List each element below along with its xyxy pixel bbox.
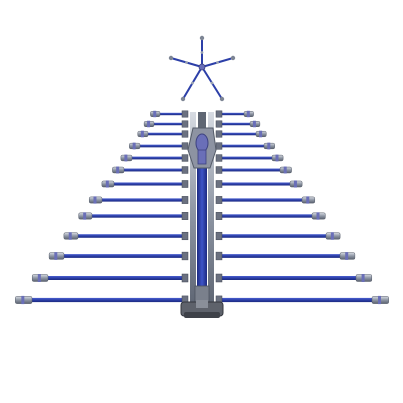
wand-branch: [215, 273, 373, 283]
wand-branch: [88, 196, 189, 204]
wand-branch: [215, 130, 267, 138]
wand-branch: [150, 110, 189, 118]
wand-branch: [215, 180, 303, 188]
wand-branch: [215, 166, 292, 174]
wand-branch: [215, 212, 326, 220]
wand-branch: [129, 142, 189, 150]
star-arm: [199, 35, 205, 67]
wand-branch: [101, 180, 189, 188]
left-branches: [15, 110, 189, 305]
top-connector: [198, 112, 206, 128]
star-topper: [168, 35, 236, 102]
star-arm: [180, 66, 203, 102]
wand-branch: [48, 251, 189, 261]
wand-branch: [215, 110, 254, 118]
wand-branch: [215, 231, 341, 241]
star-center: [198, 63, 206, 71]
wand-branch: [215, 154, 284, 162]
wand-branch: [215, 251, 356, 261]
wand-branch: [215, 142, 275, 150]
wand-branch: [120, 154, 189, 162]
right-rail: [208, 112, 214, 312]
right-branches: [215, 110, 389, 305]
wand-branch: [63, 231, 189, 241]
star-arm: [201, 66, 225, 102]
trunk: [180, 112, 224, 318]
wand-branch: [112, 166, 189, 174]
wand-branch: [215, 295, 389, 305]
wand-branch: [137, 130, 189, 138]
wand-branch: [215, 120, 261, 128]
star-arm: [168, 55, 203, 68]
star-arm: [201, 55, 236, 68]
cleaner-head: [180, 300, 224, 318]
wand-branch: [78, 212, 189, 220]
left-rail: [190, 112, 196, 312]
wand-branch: [143, 120, 189, 128]
wand-branch: [15, 295, 189, 305]
main-wand: [197, 160, 207, 300]
motor-body: [187, 127, 217, 169]
wand-branch: [31, 273, 189, 283]
wand-branch: [215, 196, 316, 204]
